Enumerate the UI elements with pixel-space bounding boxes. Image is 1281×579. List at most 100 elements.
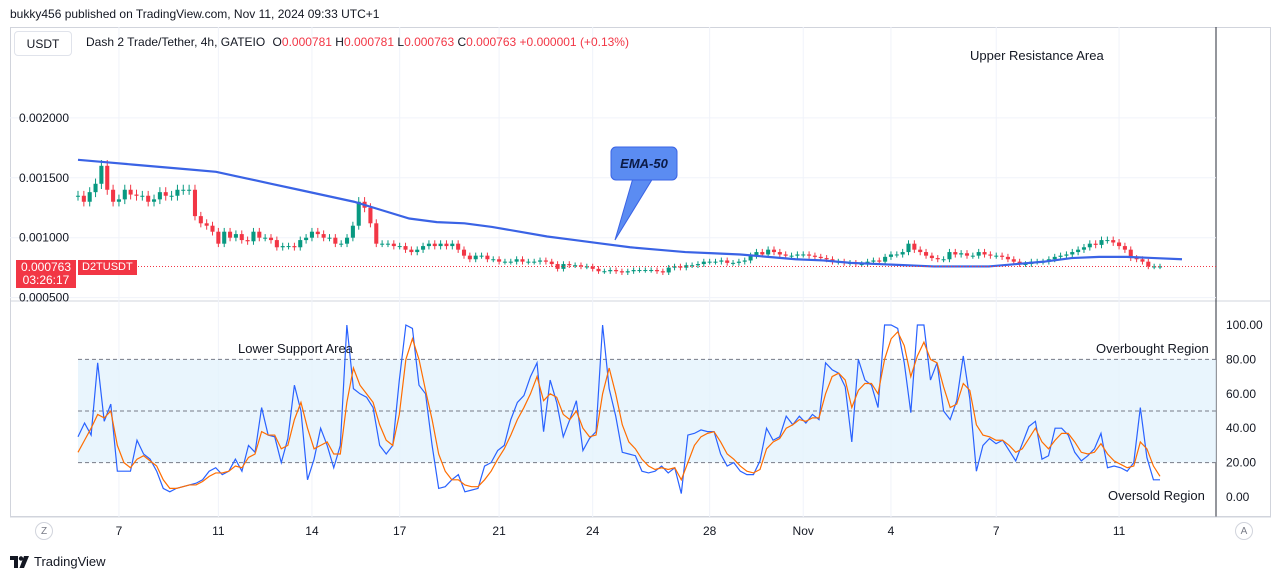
candle-body: [976, 252, 981, 256]
candle-body: [467, 255, 472, 260]
candle-body: [508, 261, 513, 263]
candle-body: [871, 260, 876, 262]
time-tick-label: 11: [212, 524, 225, 538]
candle-body: [1128, 249, 1133, 259]
tradingview-logo[interactable]: TradingView: [10, 554, 106, 569]
candle-body: [1105, 240, 1110, 242]
candle-body: [187, 189, 192, 191]
candle-body: [988, 254, 993, 256]
candle-body: [631, 270, 636, 272]
candle-body: [1023, 264, 1028, 266]
time-tick-label: 28: [703, 524, 717, 538]
candle-body: [959, 253, 964, 255]
last-price-badge: 0.000763 03:26:17: [16, 260, 76, 288]
candle-body: [1011, 259, 1016, 262]
candle-body: [485, 255, 490, 260]
auto-scale-button[interactable]: A: [1235, 522, 1253, 540]
high-value: 0.000781: [343, 35, 395, 49]
price-pane: [75, 158, 1216, 275]
candle-body: [818, 256, 823, 259]
candle-body: [309, 231, 314, 238]
oscillator-slow-line: [77, 330, 1161, 489]
candle-body: [274, 240, 279, 248]
candle-body: [426, 243, 431, 247]
candle-body: [947, 252, 952, 260]
candle-body: [409, 249, 414, 253]
candle-body: [719, 260, 724, 262]
price-tick-label: 0.002000: [19, 111, 69, 125]
candle-body: [339, 243, 344, 245]
candle-body: [421, 246, 426, 250]
candle-body: [502, 261, 507, 263]
candle-body: [315, 231, 320, 235]
candle-body: [75, 195, 81, 197]
candle-body: [497, 259, 502, 262]
candle-countdown: 03:26:17: [22, 273, 70, 287]
scale-left-button[interactable]: Z: [35, 522, 53, 540]
candle-body: [1005, 256, 1010, 260]
candle-body: [1058, 255, 1063, 257]
candle-body: [1076, 249, 1081, 253]
candle-body: [432, 243, 437, 247]
candle-body: [87, 192, 92, 202]
time-tick-label: 14: [305, 524, 319, 538]
candle-body: [912, 243, 917, 250]
candle-body: [292, 246, 297, 248]
candle-body: [707, 261, 712, 263]
overbought-label: Overbought Region: [1096, 341, 1209, 356]
candle-body: [146, 195, 151, 202]
osc-tick-label: 60.00: [1226, 387, 1256, 401]
close-label: C: [457, 35, 467, 49]
candle-body: [941, 259, 946, 261]
candle-body: [444, 243, 449, 247]
candle-body: [175, 189, 180, 196]
currency-button[interactable]: USDT: [14, 31, 72, 56]
candle-body: [520, 259, 525, 262]
candle-body: [1140, 259, 1145, 262]
candle-body: [163, 192, 168, 196]
candle-body: [228, 231, 233, 238]
time-tick-label: 4: [888, 524, 895, 538]
symbol-legend: Dash 2 Trade/Tether, 4h, GATEIO O0.00078…: [86, 35, 629, 49]
time-tick-label: 21: [492, 524, 506, 538]
candle-body: [456, 243, 461, 250]
candle-body: [1093, 243, 1098, 245]
candle-body: [216, 231, 221, 244]
candle-body: [1064, 254, 1069, 256]
open-label: O: [272, 35, 282, 49]
candle-body: [578, 265, 584, 267]
candle-body: [222, 231, 227, 244]
candle-body: [491, 259, 496, 261]
candle-body: [111, 189, 116, 202]
candle-body: [672, 266, 677, 268]
candle-body: [304, 237, 309, 241]
candle-body: [701, 261, 706, 265]
candle-body: [204, 223, 209, 226]
candle-body: [731, 262, 736, 264]
lower-support-label: Lower Support Area: [238, 341, 354, 356]
candle-body: [210, 225, 215, 232]
candle-body: [81, 195, 86, 202]
candle-body: [982, 252, 987, 255]
candle-body: [742, 260, 747, 262]
candle-body: [807, 254, 812, 256]
candle-body: [1117, 242, 1122, 247]
change-value: +0.000001 (+0.13%): [519, 35, 629, 49]
oscillator-fast-line: [77, 324, 1160, 494]
candle-body: [824, 258, 829, 260]
candle-body: [935, 258, 940, 260]
candle-body: [614, 270, 619, 272]
candle-body: [561, 264, 566, 269]
candle-body: [192, 189, 198, 217]
candle-body: [356, 201, 361, 226]
candle-body: [894, 254, 899, 256]
candle-body: [900, 252, 905, 255]
candle-body: [766, 249, 771, 255]
candle-body: [239, 234, 244, 241]
candle-body: [684, 265, 689, 268]
low-label: L: [397, 35, 405, 49]
candle-body: [333, 237, 338, 244]
candle-body: [128, 189, 133, 195]
candle-body: [602, 271, 607, 273]
